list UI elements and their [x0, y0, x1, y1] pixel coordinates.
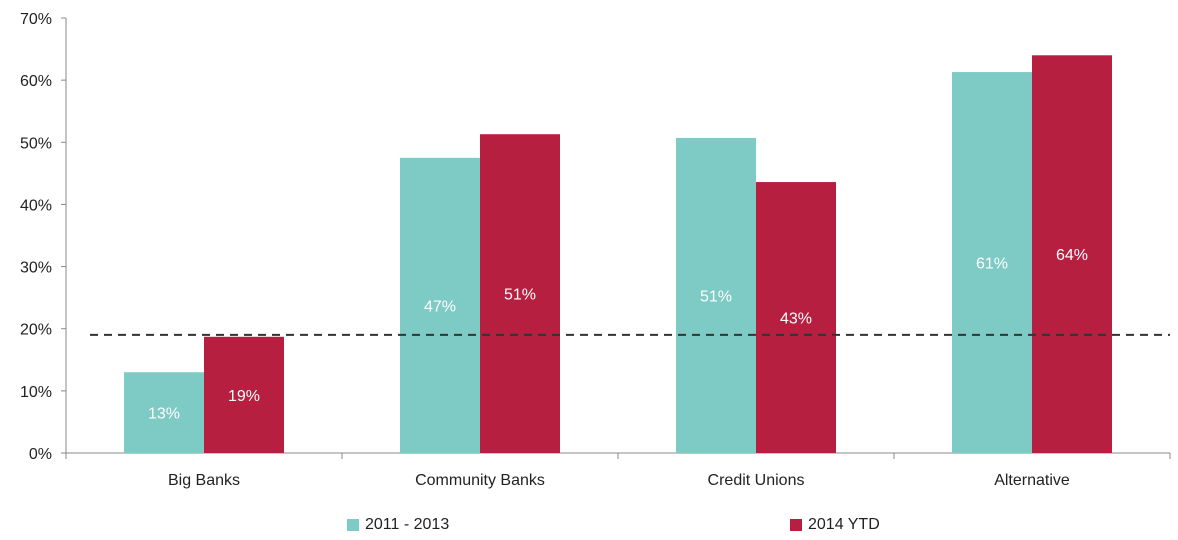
bar-2 — [756, 182, 836, 454]
legend-swatch-series-2 — [790, 519, 802, 531]
legend-label-series-1: 2011 - 2013 — [365, 516, 450, 533]
data-label: 47% — [424, 298, 456, 315]
data-label: 43% — [780, 311, 812, 328]
bar-1 — [124, 372, 204, 453]
y-tick-label: 10% — [20, 384, 52, 401]
y-tick-label: 20% — [20, 322, 52, 339]
bar-2 — [204, 336, 284, 453]
y-tick-label: 40% — [20, 197, 52, 214]
legend-item-series-1: 2011 - 2013 — [347, 516, 449, 534]
legend-label-series-2: 2014 YTD — [808, 516, 880, 533]
category-label: Credit Unions — [708, 472, 805, 489]
data-label: 51% — [504, 287, 536, 304]
y-tick-label: 60% — [20, 73, 52, 90]
y-tick-label: 70% — [20, 11, 52, 28]
y-tick-label: 30% — [20, 260, 52, 277]
bar-2 — [1032, 55, 1112, 454]
y-tick-label: 0% — [29, 446, 52, 463]
bar-1 — [952, 72, 1032, 454]
data-label: 64% — [1056, 247, 1088, 264]
data-label: 13% — [148, 406, 180, 423]
data-label: 61% — [976, 256, 1008, 273]
category-label: Big Banks — [168, 472, 240, 489]
category-label: Alternative — [994, 472, 1070, 489]
bar-1 — [676, 137, 756, 453]
data-label: 51% — [700, 288, 732, 305]
legend-swatch-series-1 — [347, 519, 359, 531]
bar-1 — [400, 157, 480, 454]
legend-item-series-2: 2014 YTD — [790, 516, 880, 534]
category-label: Community Banks — [415, 472, 545, 489]
data-label: 19% — [228, 388, 260, 405]
bar-2 — [480, 134, 560, 453]
y-tick-label: 50% — [20, 135, 52, 152]
